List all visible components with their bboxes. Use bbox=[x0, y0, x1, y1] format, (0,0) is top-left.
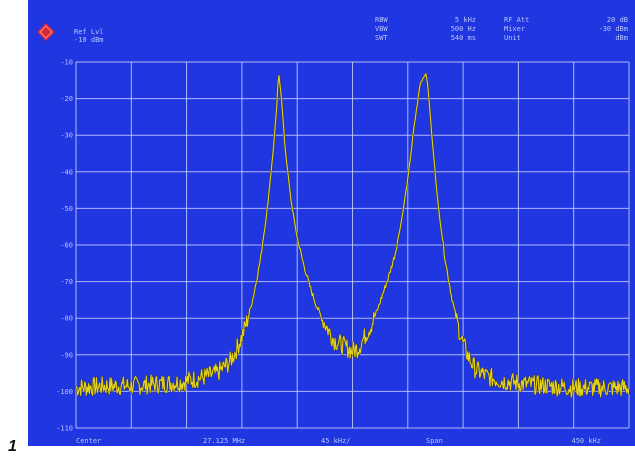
vbw-value: 500 Hz bbox=[450, 25, 476, 33]
y-tick-label: -50 bbox=[60, 205, 73, 213]
y-tick-label: -70 bbox=[60, 278, 73, 286]
rbw-label: RBW bbox=[375, 16, 388, 24]
trace-layer bbox=[75, 72, 631, 399]
unit-value: dBm bbox=[615, 34, 628, 42]
y-tick-label: -80 bbox=[60, 315, 73, 323]
figure-number: 1 bbox=[8, 438, 17, 455]
vbw-label: VBW bbox=[375, 25, 388, 33]
span-label: Span bbox=[426, 437, 443, 445]
frequency-per-division-value: 45 kHz/ bbox=[321, 437, 351, 445]
center-frequency-value: 27.125 MHz bbox=[203, 437, 245, 445]
y-tick-label: -10 bbox=[60, 59, 73, 67]
rf-att-label: RF Att bbox=[504, 16, 530, 24]
y-tick-label: -110 bbox=[56, 425, 73, 433]
y-tick-label: -100 bbox=[56, 388, 73, 396]
y-tick-label: -60 bbox=[60, 242, 73, 250]
y-tick-label: -20 bbox=[60, 95, 73, 103]
swt-value: 540 ms bbox=[450, 34, 476, 42]
y-tick-label: -30 bbox=[60, 132, 73, 140]
mixer-value: -30 dBm bbox=[598, 25, 628, 33]
rf-att-value: 20 dB bbox=[606, 16, 628, 24]
y-tick-label: -40 bbox=[60, 168, 73, 176]
grid bbox=[75, 61, 630, 429]
swt-label: SWT bbox=[375, 34, 388, 42]
center-label: Center bbox=[76, 437, 101, 445]
ref-level-label: Ref Lvl bbox=[74, 28, 104, 36]
unit-label: Unit bbox=[504, 34, 521, 42]
spectrum-trace bbox=[75, 73, 630, 398]
spectrum-analyzer-screen: Ref Lvl -10 dBm RBW VBW SWT 5 kHz 500 Hz… bbox=[28, 0, 635, 446]
ref-level-value: -10 dBm bbox=[74, 36, 104, 44]
mixer-label: Mixer bbox=[504, 25, 526, 33]
rbw-value: 5 kHz bbox=[454, 16, 476, 24]
footer: Center 27.125 MHz 45 kHz/ Span 450 kHz bbox=[76, 437, 601, 445]
y-tick-labels: -10 -20 -30 -40 -50 -60 -70 -80 -90 -100 -110 bbox=[56, 59, 73, 433]
spectrum-plot: -10 -20 -30 -40 -50 -60 -70 -80 -90 -100 -110 Cent… bbox=[56, 59, 631, 445]
rohde-schwarz-logo-icon bbox=[37, 23, 55, 41]
y-tick-label: -90 bbox=[60, 351, 73, 359]
span-value: 450 kHz bbox=[571, 437, 601, 445]
